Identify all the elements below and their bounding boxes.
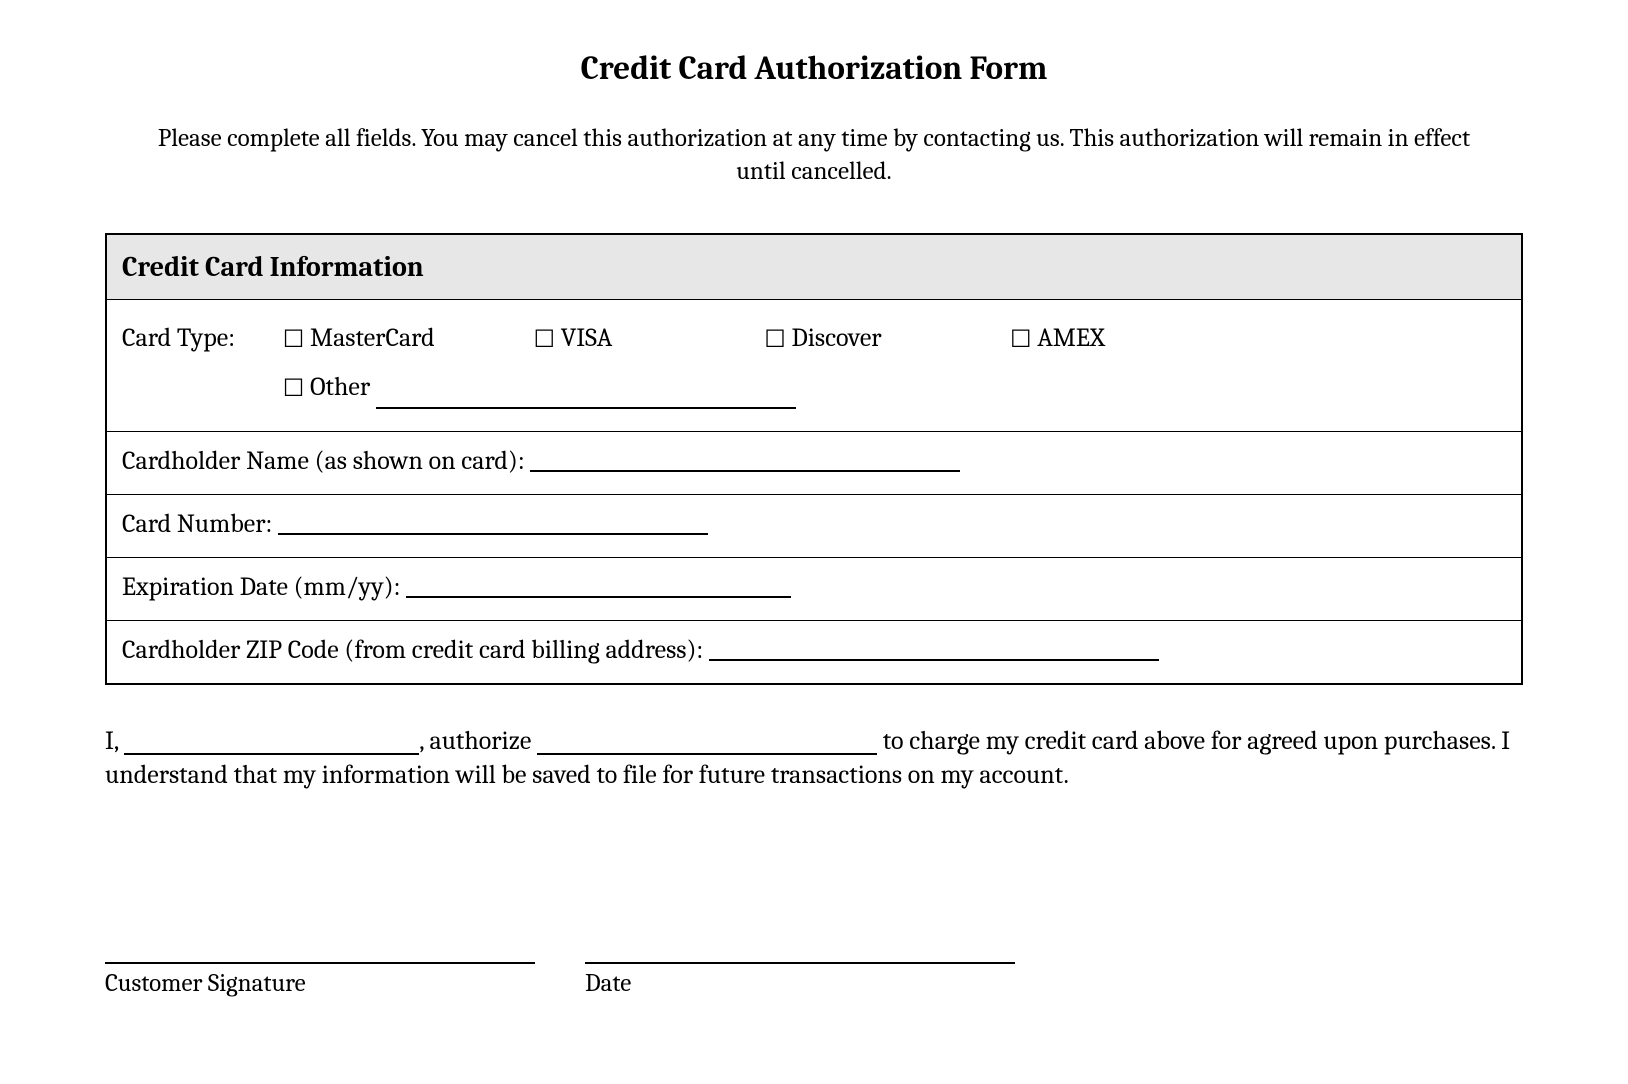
form-instructions: Please complete all fields. You may canc… bbox=[145, 123, 1483, 188]
customer-signature-block: Customer Signature bbox=[105, 962, 535, 998]
expiration-label: Expiration Date (mm/yy): bbox=[122, 572, 400, 602]
date-signature-block: Date bbox=[585, 962, 1015, 998]
card-type-discover[interactable]: ☐ Discover bbox=[764, 314, 1004, 363]
checkbox-icon: ☐ bbox=[764, 325, 786, 353]
cardholder-name-row: Cardholder Name (as shown on card): bbox=[106, 431, 1522, 494]
card-number-row: Card Number: bbox=[106, 494, 1522, 557]
cardholder-name-input-line[interactable] bbox=[530, 470, 960, 472]
form-title: Credit Card Authorization Form bbox=[105, 50, 1523, 88]
card-type-mastercard[interactable]: ☐ MasterCard bbox=[283, 314, 528, 363]
checkbox-icon: ☐ bbox=[533, 325, 555, 353]
zip-input-line[interactable] bbox=[709, 659, 1159, 661]
checkbox-icon: ☐ bbox=[1010, 325, 1032, 353]
date-signature-line[interactable] bbox=[585, 962, 1015, 964]
signature-row: Customer Signature Date bbox=[105, 962, 1523, 998]
section-header: Credit Card Information bbox=[106, 234, 1522, 300]
card-type-other[interactable]: ☐ Other bbox=[283, 363, 370, 412]
date-signature-label: Date bbox=[585, 969, 1015, 998]
authorization-statement: I, , authorize to charge my credit card … bbox=[105, 725, 1523, 793]
customer-signature-label: Customer Signature bbox=[105, 969, 535, 998]
auth-name-input-line[interactable] bbox=[124, 753, 419, 755]
auth-mid2: to charge my credit card above for agree… bbox=[105, 726, 1510, 790]
card-type-label: Card Type: bbox=[122, 314, 277, 363]
credit-card-info-table: Credit Card Information Card Type: ☐ Mas… bbox=[105, 233, 1523, 685]
card-type-other-label: Other bbox=[310, 372, 370, 402]
auth-prefix: I, bbox=[105, 726, 118, 756]
zip-label: Cardholder ZIP Code (from credit card bi… bbox=[122, 635, 703, 665]
customer-signature-line[interactable] bbox=[105, 962, 535, 964]
auth-mid1: , authorize bbox=[419, 726, 531, 756]
zip-row: Cardholder ZIP Code (from credit card bi… bbox=[106, 620, 1522, 684]
card-number-label: Card Number: bbox=[122, 509, 272, 539]
card-type-mastercard-label: MasterCard bbox=[310, 323, 435, 353]
checkbox-icon: ☐ bbox=[283, 375, 305, 403]
card-type-row: Card Type: ☐ MasterCard ☐ VISA ☐ Discove… bbox=[106, 300, 1522, 432]
card-type-amex[interactable]: ☐ AMEX bbox=[1010, 314, 1105, 363]
card-type-visa[interactable]: ☐ VISA bbox=[533, 314, 758, 363]
card-type-amex-label: AMEX bbox=[1037, 323, 1105, 353]
expiration-row: Expiration Date (mm/yy): bbox=[106, 557, 1522, 620]
cardholder-name-label: Cardholder Name (as shown on card): bbox=[122, 446, 524, 476]
card-type-visa-label: VISA bbox=[561, 323, 613, 353]
expiration-input-line[interactable] bbox=[406, 596, 791, 598]
card-type-discover-label: Discover bbox=[791, 323, 881, 353]
card-number-input-line[interactable] bbox=[278, 533, 708, 535]
other-input-line[interactable] bbox=[376, 407, 796, 409]
auth-company-input-line[interactable] bbox=[537, 753, 877, 755]
checkbox-icon: ☐ bbox=[283, 325, 305, 353]
